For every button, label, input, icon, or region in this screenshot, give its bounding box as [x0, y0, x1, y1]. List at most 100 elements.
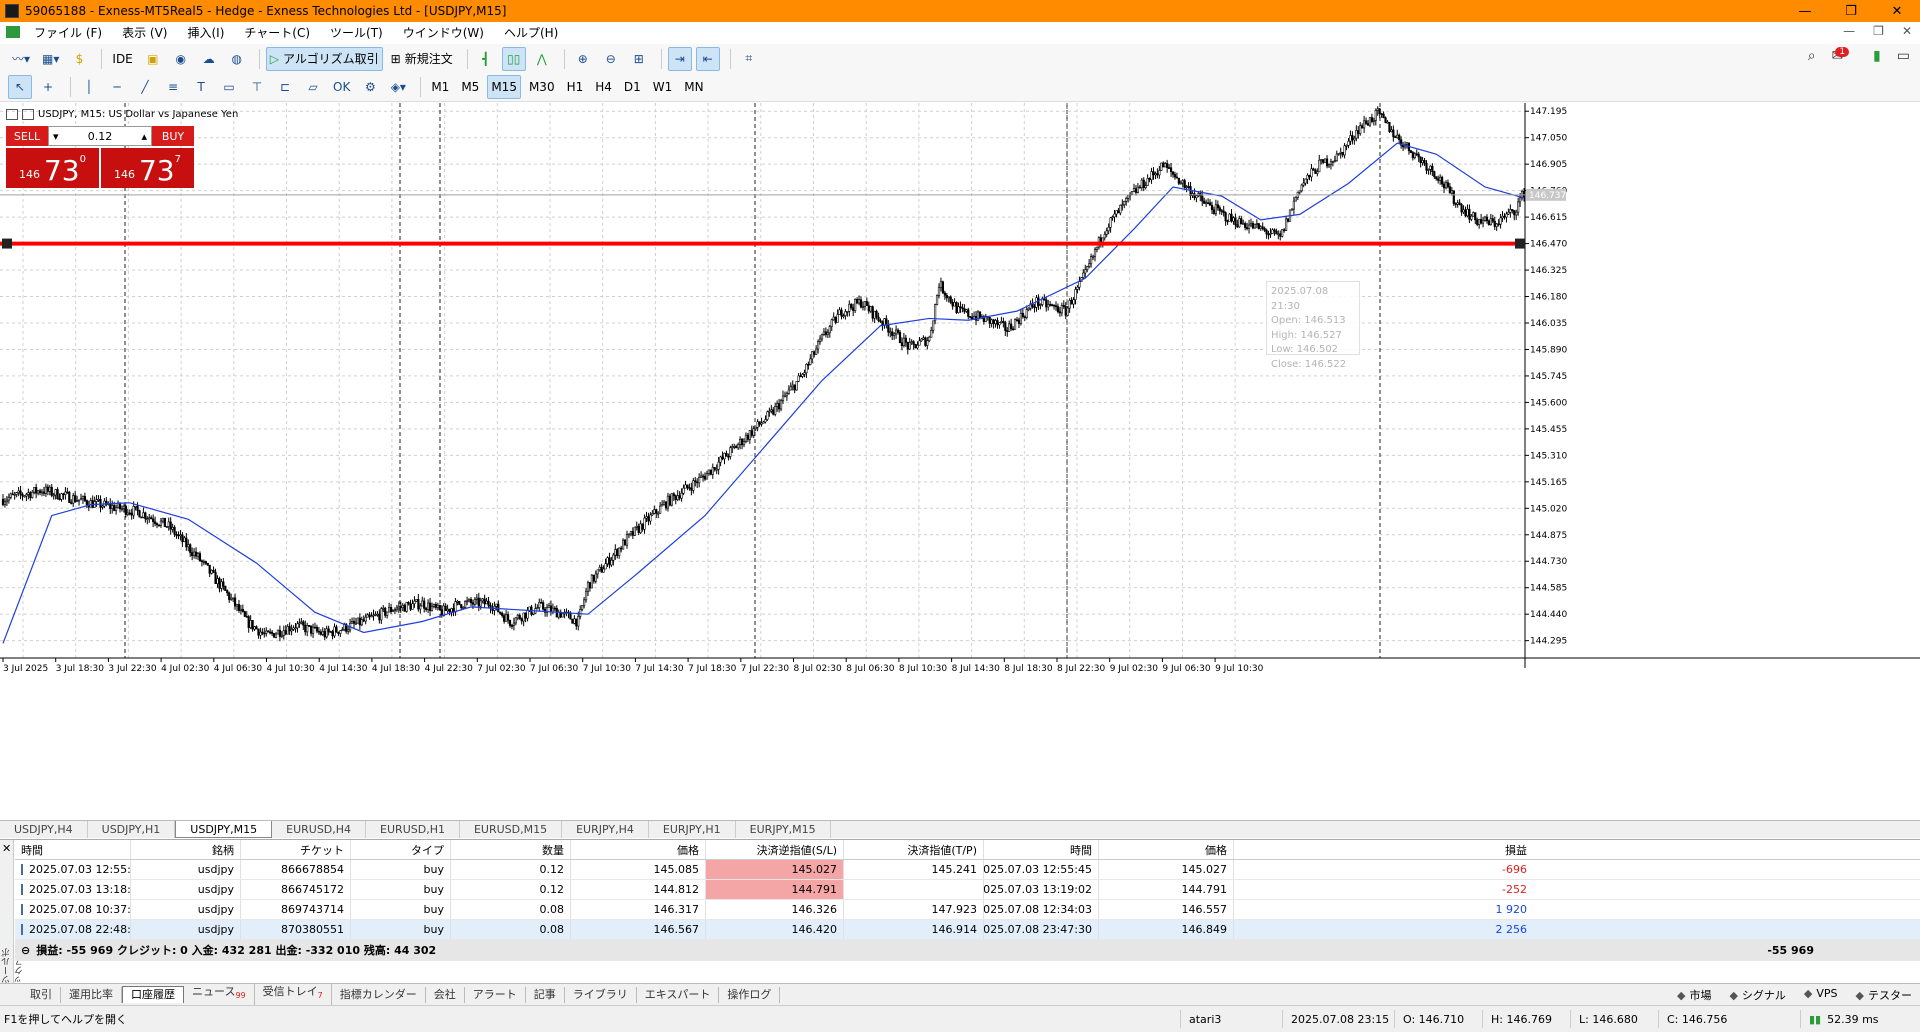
layout-icon[interactable]: ▭ — [1896, 48, 1910, 64]
toolbox-tab-9[interactable]: ライブラリ — [565, 986, 637, 1003]
chart-shift-icon[interactable]: ⇤ — [695, 46, 720, 71]
timeframe-m15[interactable]: M15 — [487, 75, 521, 99]
crosshair-icon[interactable]: + — [42, 80, 54, 94]
menu-tools[interactable]: ツール(T) — [330, 25, 383, 40]
channel-icon[interactable]: ≡ — [167, 80, 179, 94]
history-col-header[interactable]: チケット — [240, 840, 350, 859]
volume-down-icon[interactable]: ▾ — [53, 129, 59, 143]
chart-tab-eurjpy-h1[interactable]: EURJPY,H1 — [649, 821, 736, 838]
toolbox-tab-5[interactable]: 指標カレンダー — [332, 986, 426, 1003]
text-icon[interactable]: T — [197, 80, 205, 94]
history-row[interactable]: 2025.07.08 22:48:01 usdjpy 870380551 buy 0.0… — [15, 920, 1920, 940]
new-order-button[interactable]: ⊞ 新規注文 — [387, 47, 457, 71]
history-col-header[interactable]: 損益 — [1233, 840, 1533, 859]
child-close-button[interactable]: ✕ — [1901, 24, 1912, 38]
signal-strength-icon[interactable]: ▮ — [1873, 48, 1881, 64]
toolbox-tab-3[interactable]: ニュース99 — [184, 984, 255, 1005]
history-col-header[interactable]: 決済逆指値(S/L) — [705, 840, 843, 859]
ide-button[interactable]: IDE — [112, 51, 133, 66]
toolbox-close-icon[interactable]: ✕ — [2, 842, 12, 855]
trendline-icon[interactable]: ╱ — [141, 80, 149, 94]
timeframe-m5[interactable]: M5 — [461, 80, 480, 94]
maximize-button[interactable]: ❐ — [1845, 3, 1857, 19]
chart-type-icon[interactable]: 〰▾ — [12, 52, 31, 66]
line-chart-icon[interactable]: ⋀ — [536, 51, 547, 66]
timeframe-mn[interactable]: MN — [684, 80, 704, 94]
history-col-header[interactable]: 時間 — [21, 843, 43, 857]
chart-canvas[interactable]: 147.195147.050146.905146.760146.615146.4… — [0, 103, 1920, 820]
auto-scroll-icon[interactable]: ⇥ — [667, 46, 692, 71]
ok-button-icon[interactable]: OK — [333, 80, 351, 94]
timeframe-h4[interactable]: H4 — [595, 80, 612, 94]
menu-insert[interactable]: 挿入(I) — [187, 25, 225, 40]
toolbox-tab-4[interactable]: 受信トレイ7 — [255, 984, 332, 1005]
history-col-header[interactable]: 価格 — [570, 840, 705, 859]
menu-file[interactable]: ファイル (F) — [34, 25, 103, 40]
signals-link[interactable]: ◆ シグナル — [1729, 987, 1785, 1003]
chart-tab-eurjpy-h4[interactable]: EURJPY,H4 — [562, 821, 649, 838]
coin-icon[interactable]: $ — [75, 51, 84, 66]
search-icon[interactable]: ⌕ — [1807, 48, 1816, 64]
chart-tab-usdjpy-h1[interactable]: USDJPY,H1 — [88, 821, 176, 838]
rectangle-icon[interactable]: ▭ — [223, 80, 235, 94]
chart-object-icon[interactable]: ▱ — [308, 80, 318, 94]
toolbox-tab-1[interactable]: 運用比率 — [61, 986, 122, 1003]
price-chart[interactable]: 147.195147.050146.905146.760146.615146.4… — [0, 103, 1920, 820]
tester-link[interactable]: ◆ テスター — [1856, 987, 1912, 1003]
history-col-header[interactable]: 時間 — [983, 840, 1098, 859]
timeframe-m1[interactable]: M1 — [431, 80, 450, 94]
status-ping[interactable]: ▮▮ 52.39 ms — [1800, 1010, 1918, 1028]
zoom-in-icon[interactable]: ⊕ — [577, 51, 588, 66]
timeframe-d1[interactable]: D1 — [623, 80, 641, 94]
toolbox-tab-7[interactable]: アラート — [465, 986, 526, 1003]
shapes-icon[interactable]: ◈▾ — [390, 80, 406, 94]
history-row[interactable]: 2025.07.03 12:55:22 usdjpy 866678854 buy 0.1… — [15, 860, 1920, 880]
ruler-icon[interactable]: ⊏ — [279, 80, 291, 94]
timeframe-w1[interactable]: W1 — [652, 80, 673, 94]
chart-tab-eurusd-h1[interactable]: EURUSD,H1 — [366, 821, 460, 838]
market-link[interactable]: ◆ 市場 — [1677, 987, 1711, 1003]
chart-tab-eurjpy-m15[interactable]: EURJPY,M15 — [736, 821, 831, 838]
volume-input[interactable]: ▾ 0.12 ▴ — [48, 126, 152, 146]
toolbox-tab-6[interactable]: 会社 — [426, 986, 465, 1003]
history-col-header[interactable]: 決済指値(T/P) — [843, 840, 983, 859]
volume-up-icon[interactable]: ▴ — [141, 129, 147, 143]
status-profile[interactable]: atari3 — [1180, 1010, 1280, 1028]
tile-windows-icon[interactable]: ⊞ — [633, 51, 644, 66]
history-row[interactable]: 2025.07.08 10:37:44 usdjpy 869743714 buy 0.0… — [15, 900, 1920, 920]
chart-tab-usdjpy-m15[interactable]: USDJPY,M15 — [175, 821, 273, 838]
screenshot-icon[interactable]: ⌗ — [745, 51, 753, 65]
history-col-header[interactable]: タイプ — [350, 840, 450, 859]
toolbox-tab-11[interactable]: 操作ログ — [719, 986, 781, 1003]
templates-icon[interactable]: ▦▾ — [42, 51, 60, 66]
lock-icon[interactable]: ▣ — [147, 51, 159, 66]
toolbox-tab-2[interactable]: 口座履歴 — [122, 986, 184, 1003]
history-col-header[interactable]: 銘柄 — [130, 840, 240, 859]
close-button[interactable]: ✕ — [1891, 3, 1903, 19]
child-minimize-button[interactable]: — — [1843, 24, 1856, 38]
sell-button[interactable]: SELL — [6, 126, 48, 146]
chart-tab-usdjpy-h4[interactable]: USDJPY,H4 — [0, 821, 88, 838]
menu-help[interactable]: ヘルプ(H) — [503, 25, 559, 40]
chart-tab-eurusd-h4[interactable]: EURUSD,H4 — [272, 821, 367, 838]
algo-trading-button[interactable]: ▷ アルゴリズム取引 — [265, 46, 383, 71]
menu-window[interactable]: ウインドウ(W) — [402, 25, 484, 40]
zoom-out-icon[interactable]: ⊖ — [605, 51, 616, 66]
toolbox-tab-8[interactable]: 記事 — [526, 986, 565, 1003]
signal-icon[interactable]: ◉ — [175, 51, 187, 66]
child-restore-button[interactable]: ❐ — [1873, 24, 1884, 38]
globe-icon[interactable]: ◍ — [231, 51, 243, 66]
chart-tab-eurusd-m15[interactable]: EURUSD,M15 — [460, 821, 563, 838]
summary-toggle-icon[interactable]: ⊖ — [21, 943, 31, 957]
candle-chart-icon[interactable]: ▯▯ — [501, 46, 526, 71]
cloud-icon[interactable]: ☁ — [202, 51, 215, 66]
buy-button[interactable]: BUY — [152, 126, 194, 146]
history-row[interactable]: 2025.07.03 13:18:55 usdjpy 866745172 buy 0.1… — [15, 880, 1920, 900]
vertical-line-icon[interactable]: │ — [85, 80, 93, 94]
minimize-button[interactable]: — — [1798, 3, 1812, 19]
horizontal-line-icon[interactable]: ─ — [113, 80, 121, 94]
gear-shape-icon[interactable]: ⚙ — [364, 80, 376, 94]
menu-view[interactable]: 表示 (V) — [122, 25, 168, 40]
buy-quote[interactable]: 146 73 7 — [101, 148, 194, 188]
vps-link[interactable]: ◆ VPS — [1804, 987, 1838, 1003]
